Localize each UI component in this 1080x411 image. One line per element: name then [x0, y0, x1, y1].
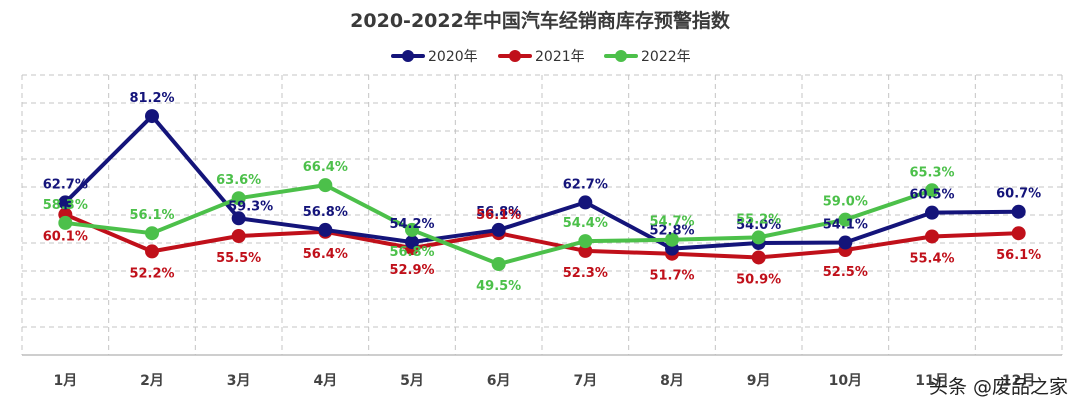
watermark: 头条 @废品之家	[929, 376, 1068, 398]
x-tick-label: 9月	[747, 373, 771, 389]
data-label: 50.9%	[736, 272, 781, 287]
data-label: 59.0%	[823, 195, 868, 210]
legend-marker	[402, 50, 414, 62]
x-tick-label: 1月	[53, 373, 77, 389]
legend: 2020年 2021年 2022年	[391, 49, 691, 65]
data-point	[405, 222, 419, 237]
data-point	[318, 178, 333, 193]
data-point	[231, 229, 246, 243]
data-point	[58, 195, 73, 210]
data-label: 54.4%	[563, 216, 608, 231]
data-label: 59.3%	[228, 199, 273, 214]
data-point	[231, 211, 246, 226]
legend-label: 2022年	[641, 49, 691, 65]
data-label: 56.1%	[129, 208, 174, 223]
data-label: 66.4%	[303, 160, 348, 175]
x-tick-label: 2月	[140, 373, 164, 389]
grid	[21, 74, 1063, 356]
data-label: 52.3%	[563, 266, 608, 281]
data-point	[145, 244, 159, 259]
data-point	[145, 109, 159, 124]
data-label: 60.1%	[43, 230, 88, 245]
x-tick-label: 3月	[227, 373, 251, 389]
data-label: 62.7%	[563, 177, 608, 192]
x-tick-label: 12月	[1002, 373, 1035, 389]
data-point	[231, 191, 246, 206]
data-label: 56.8%	[389, 245, 434, 260]
data-label: 63.6%	[216, 173, 261, 188]
data-label: 60.5%	[909, 188, 954, 203]
legend-marker	[615, 50, 627, 62]
series-line-2020年	[63, 114, 1021, 251]
data-point	[491, 257, 506, 271]
data-point	[405, 235, 419, 250]
legend-label: 2020年	[428, 49, 478, 65]
data-label: 54.0%	[736, 218, 781, 233]
data-point	[318, 222, 333, 237]
data-point	[838, 212, 853, 227]
data-label: 54.1%	[823, 218, 868, 233]
data-point	[751, 230, 766, 245]
data-label: 51.7%	[649, 269, 694, 284]
data-point	[925, 205, 939, 220]
legend-label: 2021年	[535, 49, 585, 65]
chart-title: 2020-2022年中国汽车经销商库存预警指数	[350, 9, 731, 32]
data-point	[1011, 226, 1026, 241]
data-point	[578, 243, 593, 258]
data-label: 52.8%	[649, 224, 694, 239]
data-point	[578, 234, 593, 249]
data-label: 52.2%	[129, 266, 174, 281]
data-label: 56.1%	[476, 208, 521, 223]
data-point	[1011, 204, 1026, 219]
x-tick-label: 4月	[313, 373, 337, 389]
data-label: 55.2%	[736, 212, 781, 227]
series-layer	[58, 109, 1026, 271]
legend-marker	[509, 50, 521, 62]
data-label: 62.7%	[43, 177, 88, 192]
data-label: 56.8%	[303, 205, 348, 220]
data-label: 60.7%	[996, 187, 1041, 202]
x-tick-label: 5月	[400, 373, 424, 389]
data-label: 58.3%	[43, 198, 88, 213]
data-point	[58, 215, 73, 230]
data-point	[578, 195, 593, 210]
data-point	[925, 183, 939, 198]
data-label: 81.2%	[129, 91, 174, 106]
data-label: 56.4%	[303, 247, 348, 262]
x-tick-label: 8月	[660, 373, 684, 389]
data-point	[925, 229, 939, 244]
x-axis: 1月 2月 3月 4月 5月 6月 7月 8月 9月 10月 11月 12月	[53, 373, 1035, 389]
data-label: 65.3%	[909, 165, 954, 180]
data-label: 56.1%	[996, 248, 1041, 263]
x-tick-label: 6月	[487, 373, 511, 389]
data-point	[145, 226, 159, 241]
x-tick-label: 7月	[573, 373, 597, 389]
data-label: 56.8%	[476, 205, 521, 220]
x-tick-label: 10月	[829, 373, 862, 389]
data-label: 49.5%	[476, 279, 521, 294]
data-point	[751, 250, 766, 265]
x-tick-label: 11月	[915, 373, 948, 389]
data-label: 52.5%	[823, 265, 868, 280]
data-labels: 62.7% 81.2% 59.3% 56.8% 54.2% 56.8% 62.7% 52.8%…	[43, 91, 1041, 294]
data-label: 54.2%	[389, 217, 434, 232]
data-point	[665, 232, 679, 247]
data-label: 52.9%	[389, 263, 434, 278]
data-label: 55.5%	[216, 251, 261, 266]
data-label: 54.7%	[649, 215, 694, 230]
data-point	[491, 222, 506, 237]
data-point	[838, 235, 853, 250]
series-line-2021年	[63, 212, 1021, 260]
data-label: 55.4%	[909, 251, 954, 266]
